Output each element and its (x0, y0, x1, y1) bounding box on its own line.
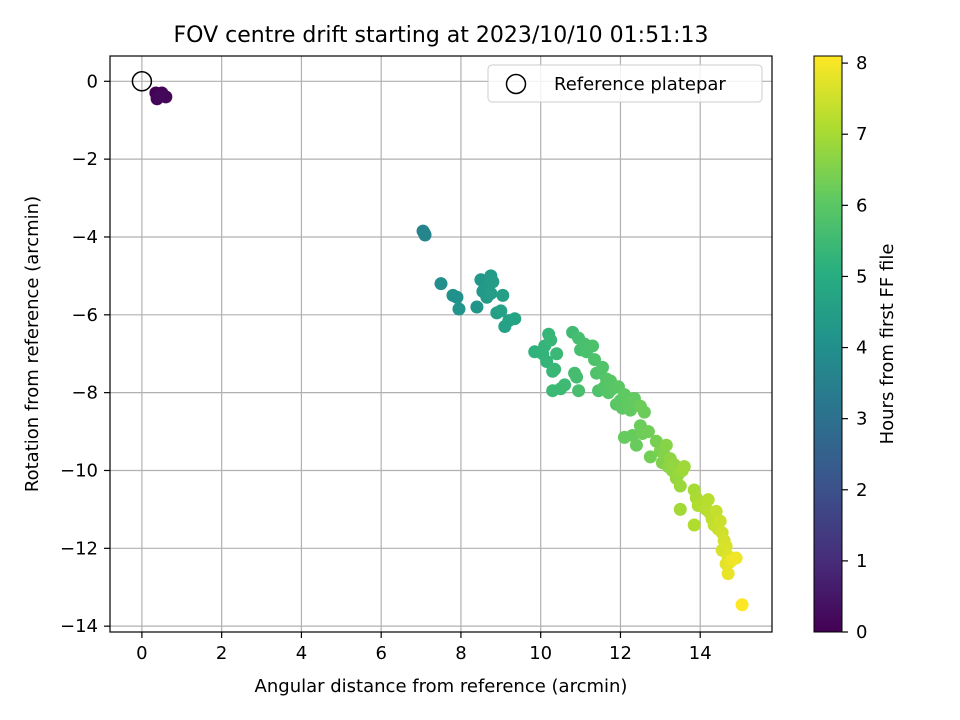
y-tick-label: −2 (71, 149, 98, 170)
data-point (540, 355, 554, 369)
x-tick-label: 14 (689, 643, 712, 664)
x-tick-label: 8 (455, 643, 466, 664)
colorbar-tick-label: 2 (856, 480, 867, 501)
data-point (596, 360, 610, 374)
colorbar-tick-label: 0 (856, 622, 867, 643)
colorbar-tick-label: 7 (856, 124, 867, 145)
colorbar-tick-label: 3 (856, 409, 867, 430)
data-point (709, 504, 723, 518)
data-points (149, 86, 749, 612)
data-point (452, 302, 466, 316)
x-tick-label: 6 (375, 643, 386, 664)
data-point (637, 405, 651, 419)
x-axis-ticks: 0 2 4 6 8 10 12 14 (136, 632, 712, 664)
data-point (450, 290, 464, 304)
grid-lines (110, 56, 772, 632)
y-tick-label: −12 (60, 538, 98, 559)
data-point (629, 438, 643, 452)
data-point (641, 425, 655, 439)
data-point (558, 378, 572, 392)
data-point (470, 300, 484, 314)
colorbar-tick-label: 4 (856, 338, 867, 359)
data-point (687, 518, 701, 532)
x-tick-label: 2 (216, 643, 227, 664)
data-point (713, 514, 727, 528)
data-point (496, 288, 510, 302)
data-point (586, 339, 600, 353)
data-point (494, 304, 508, 318)
x-tick-label: 4 (296, 643, 307, 664)
data-point (486, 275, 500, 289)
reference-platepar-marker (131, 71, 153, 92)
data-point (417, 226, 431, 240)
data-point (544, 333, 558, 347)
data-point (508, 312, 522, 326)
legend-box (487, 64, 763, 103)
data-point (735, 598, 749, 612)
data-point (550, 347, 564, 361)
data-point (701, 493, 715, 507)
y-tick-label: −10 (60, 460, 98, 481)
x-tick-label: 10 (529, 643, 552, 664)
y-tick-label: −14 (60, 616, 98, 637)
x-tick-label: 0 (136, 643, 147, 664)
data-point (673, 502, 687, 516)
colorbar-ticks: 0 1 2 3 4 5 6 7 8 (842, 53, 867, 643)
y-tick-label: 0 (87, 71, 98, 92)
colorbar-gradient (813, 55, 843, 633)
data-point (484, 286, 498, 300)
data-point (643, 450, 657, 464)
y-tick-label: −4 (71, 227, 98, 248)
colorbar: 0 1 2 3 4 5 6 7 8 Hours from first FF file (813, 53, 898, 643)
x-tick-label: 12 (609, 643, 632, 664)
colorbar-label: Hours from first FF file (877, 244, 898, 445)
y-axis-ticks: 0 −2 −4 −6 −8 −10 −12 −14 (60, 71, 110, 637)
data-point (649, 434, 663, 448)
colorbar-tick-label: 6 (856, 195, 867, 216)
y-tick-label: −6 (71, 305, 98, 326)
data-point (673, 479, 687, 493)
data-point (659, 438, 673, 452)
data-point (677, 460, 691, 474)
chart-title: FOV centre drift starting at 2023/10/10 … (174, 23, 709, 48)
data-point (625, 428, 639, 442)
legend: Reference platepar (487, 64, 763, 103)
legend-entry-label: Reference platepar (554, 74, 726, 95)
plot-frame (109, 55, 773, 633)
colorbar-tick-label: 8 (856, 53, 867, 74)
legend-reference-marker (505, 73, 527, 95)
data-point (623, 403, 637, 417)
data-point (568, 366, 582, 380)
data-point (548, 362, 562, 376)
y-tick-label: −8 (71, 383, 98, 404)
data-point (721, 567, 735, 581)
data-point (153, 89, 167, 103)
x-axis-label: Angular distance from reference (arcmin) (255, 676, 628, 697)
colorbar-tick-label: 1 (856, 551, 867, 572)
y-axis-label: Rotation from reference (arcmin) (22, 196, 43, 492)
colorbar-tick-label: 5 (856, 266, 867, 287)
reference-marker-layer (131, 71, 153, 92)
data-point (719, 539, 733, 553)
data-point (434, 277, 448, 291)
data-point (572, 384, 586, 398)
data-point (729, 551, 743, 565)
data-point (588, 353, 602, 367)
